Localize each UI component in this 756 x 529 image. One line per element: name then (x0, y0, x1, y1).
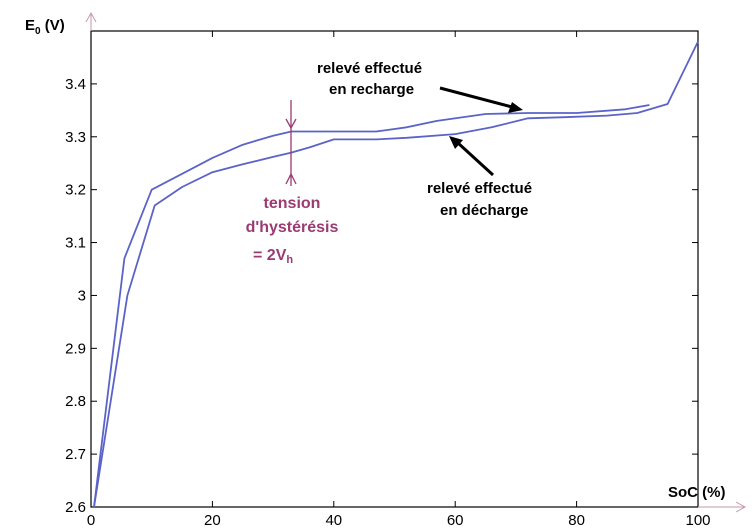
series-line-discharge (93, 41, 699, 508)
series-line-recharge (93, 104, 650, 508)
hysteresis-label-line3: = 2Vh (253, 247, 293, 266)
axis-arrows (85, 11, 747, 513)
charge-annotation-line2: en recharge (329, 81, 414, 98)
x-tick-label: 100 (685, 512, 710, 529)
y-tick-label: 3.1 (65, 235, 86, 252)
y-tick-label: 3 (78, 287, 86, 304)
y-tick-label: 3.4 (65, 76, 86, 93)
y-tick-label: 2.7 (65, 446, 86, 463)
discharge-arrow (449, 136, 495, 177)
y-axis-label: E0 (V) (25, 17, 65, 37)
charge-annotation-line1: relevé effectué (317, 60, 422, 77)
hysteresis-label-line1: tension (264, 195, 321, 212)
y-tick-label: 2.6 (65, 499, 86, 516)
series-layer (93, 41, 699, 508)
y-tick-label: 2.8 (65, 393, 86, 410)
y-tick-label: 2.9 (65, 340, 86, 357)
x-tick-label: 0 (87, 512, 95, 529)
discharge-annotation-line2: en décharge (440, 202, 528, 219)
y-tick-label: 3.3 (65, 129, 86, 146)
charge-arrow (439, 86, 523, 113)
discharge-annotation-line1: relevé effectué (427, 180, 532, 197)
x-tick-label: 40 (325, 512, 342, 529)
x-axis-label: SoC (%) (668, 484, 726, 501)
y-tick-label: 3.2 (65, 182, 86, 199)
x-tick-label: 20 (204, 512, 221, 529)
plot-frame (90, 30, 699, 508)
ticks-layer: 0 20 40 60 80 100 2.6 2.7 2.8 2.9 3 3.1 3.2 3.3 3.4 (65, 31, 711, 529)
x-tick-label: 80 (568, 512, 585, 529)
hysteresis-label-line2: d'hystérésis (246, 219, 339, 236)
hysteresis-marker (285, 100, 297, 186)
x-tick-label: 60 (447, 512, 464, 529)
